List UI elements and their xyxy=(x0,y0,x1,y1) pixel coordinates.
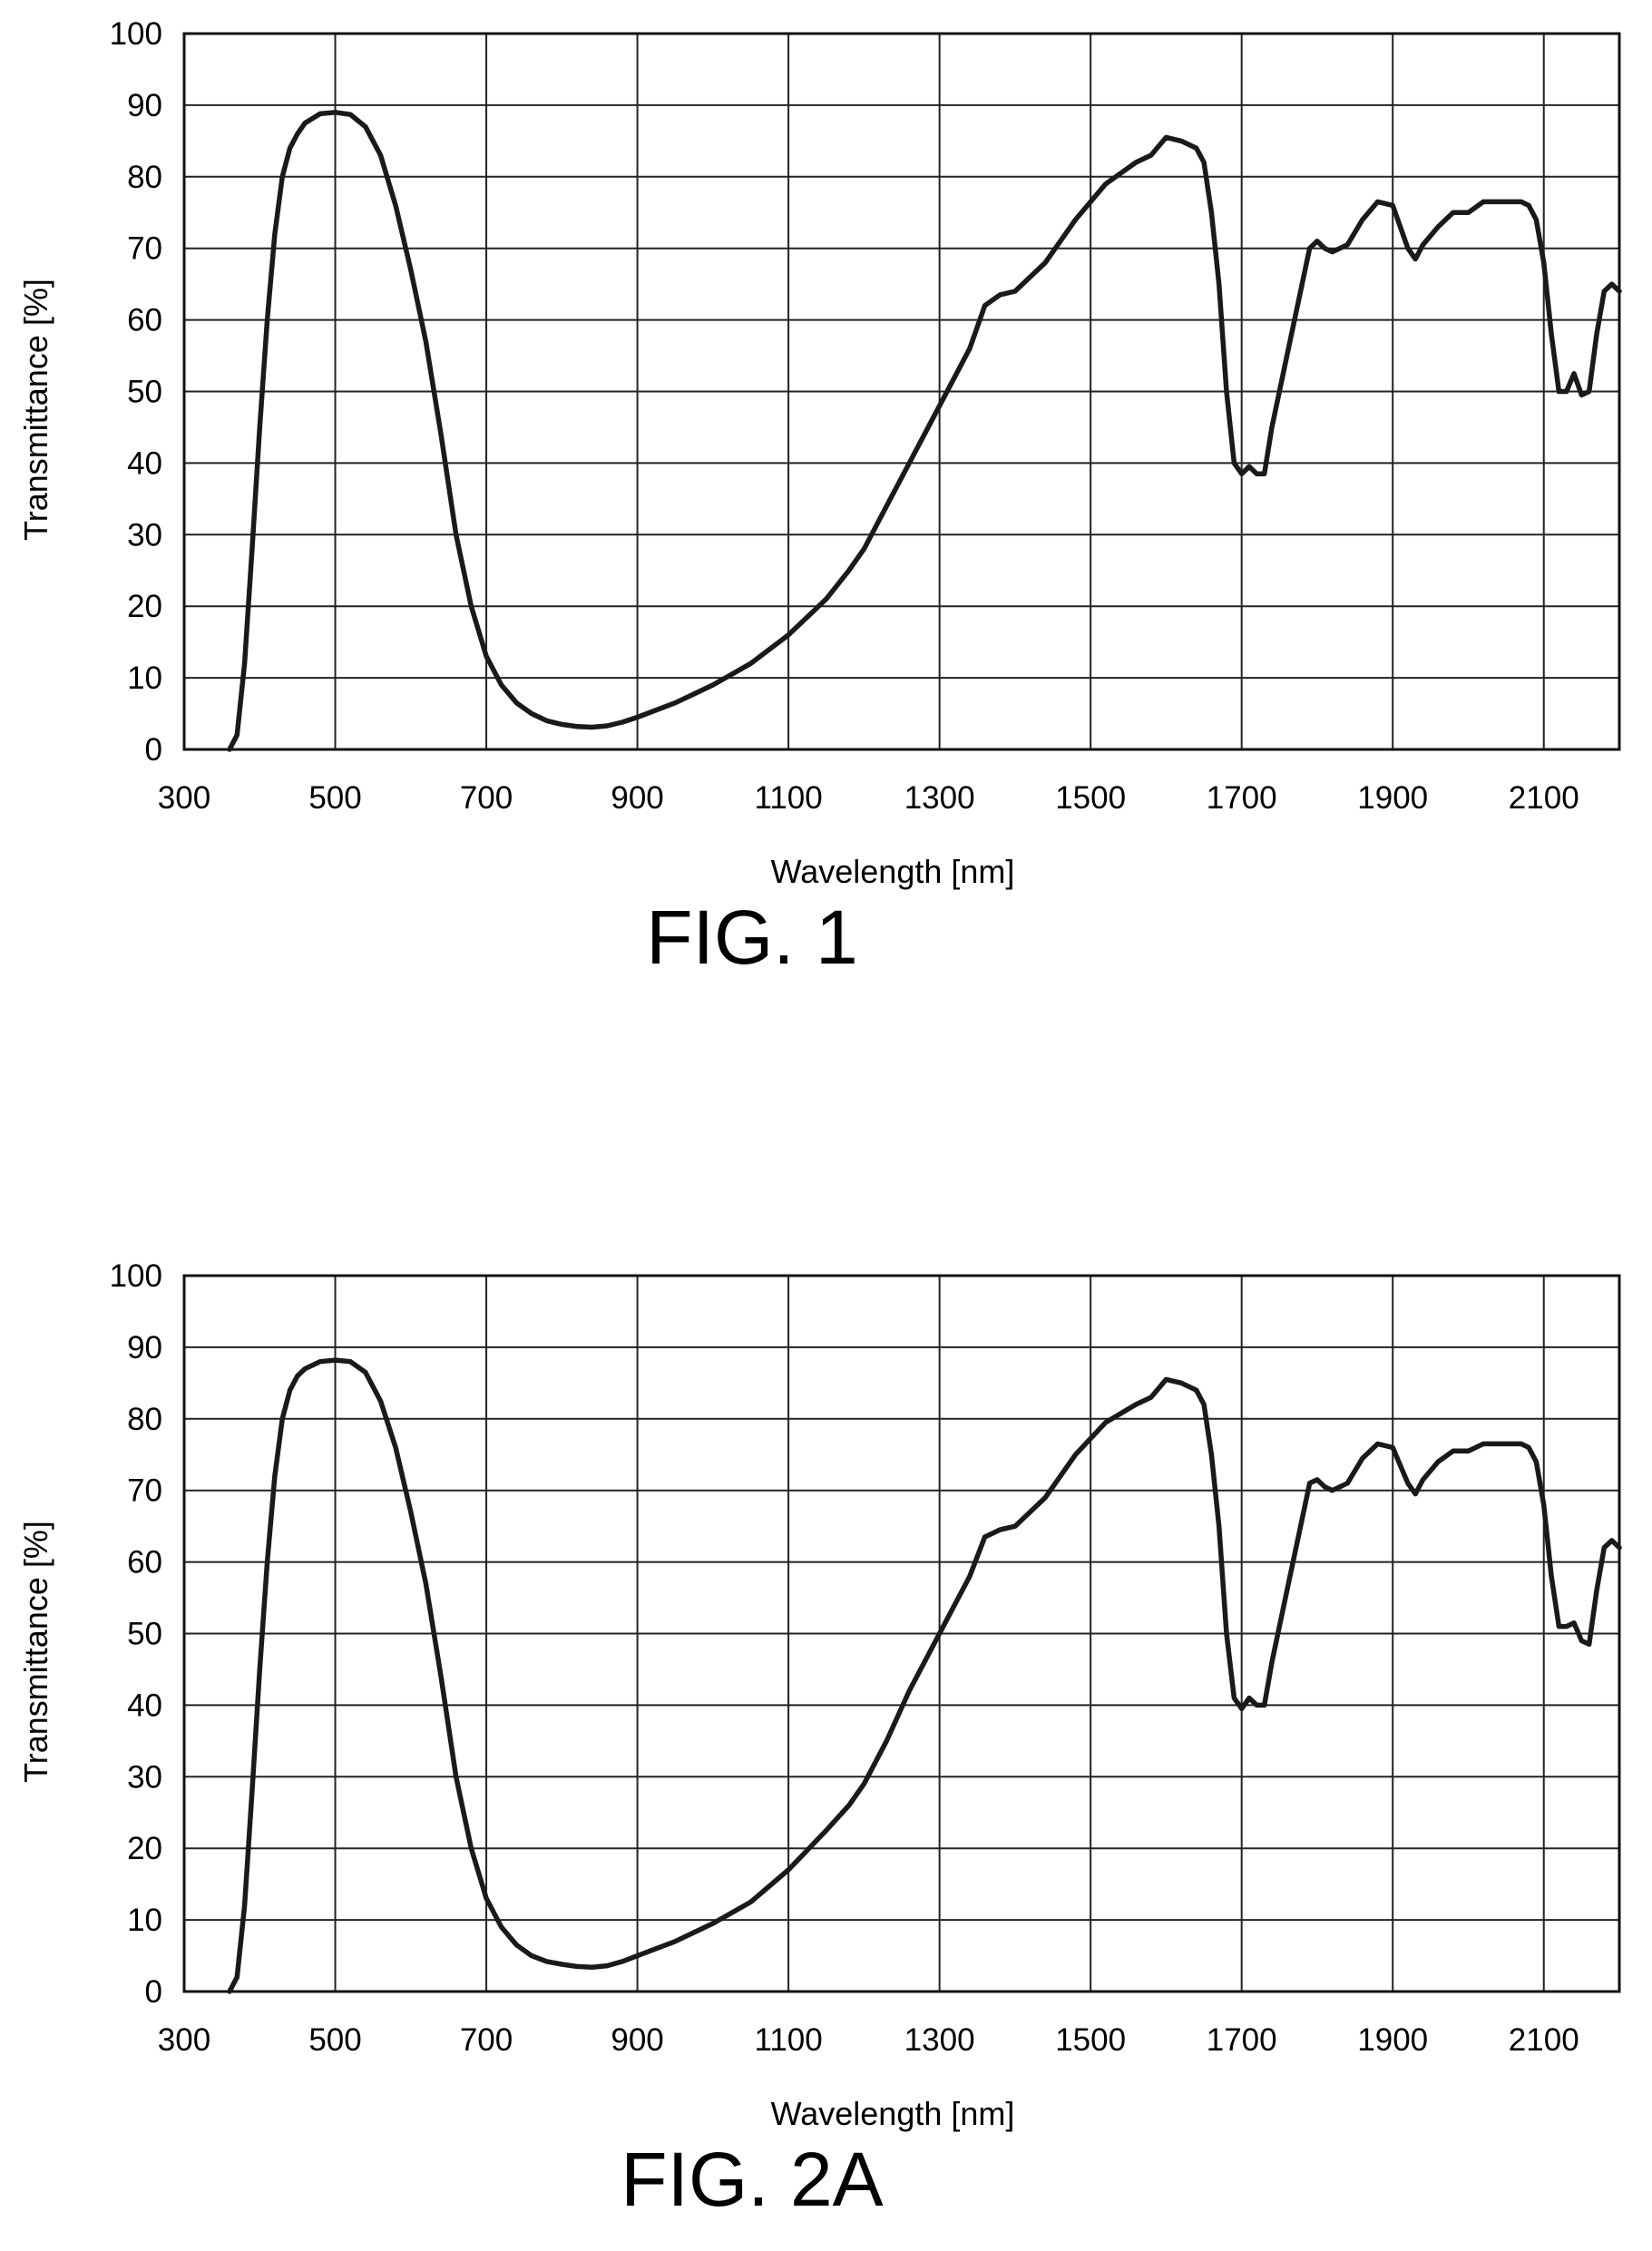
x-axis-label: Wavelength [nm] xyxy=(771,853,1015,890)
y-axis-label: Transmittance [%] xyxy=(17,279,54,541)
x-tick-label: 2100 xyxy=(1509,780,1579,816)
x-tick-label: 1300 xyxy=(904,2022,975,2058)
y-tick-label: 30 xyxy=(127,517,162,553)
y-tick-label: 100 xyxy=(110,1258,162,1294)
x-tick-label: 700 xyxy=(460,780,513,816)
y-tick-label: 20 xyxy=(127,589,162,624)
plot-frame xyxy=(182,32,1621,751)
y-tick-label: 60 xyxy=(127,303,162,338)
chart-2: 0 10 20 30 40 50 60 70 80 90 100 300 500 700 900 1100 13… xyxy=(17,1258,1622,2222)
y-tick-label: 80 xyxy=(127,160,162,195)
x-tick-label: 1700 xyxy=(1207,780,1277,816)
x-tick-label: 300 xyxy=(158,780,210,816)
x-tick-label: 1900 xyxy=(1357,780,1428,816)
y-tick-label: 80 xyxy=(127,1402,162,1437)
y-tick-label: 50 xyxy=(127,375,162,410)
x-tick-label: 1700 xyxy=(1207,2022,1277,2058)
chart-1: 0 10 20 30 40 50 60 70 80 90 100 300 500 700 900 1100 13… xyxy=(17,16,1622,980)
y-tick-label: 40 xyxy=(127,1688,162,1723)
x-tick-label: 500 xyxy=(308,2022,361,2058)
figure-caption: FIG. 2A xyxy=(621,2137,883,2222)
x-tick-label: 1100 xyxy=(754,2022,822,2058)
y-tick-label: 10 xyxy=(127,661,162,696)
x-tick-label: 1500 xyxy=(1055,780,1126,816)
y-tick-label: 70 xyxy=(127,1473,162,1509)
y-tick-label: 10 xyxy=(127,1903,162,1938)
transmittance-series-line xyxy=(227,1357,1622,1994)
x-tick-label: 300 xyxy=(158,2022,210,2058)
x-tick-label: 1900 xyxy=(1357,2022,1428,2058)
y-tick-label: 40 xyxy=(127,445,162,481)
x-tick-label: 500 xyxy=(308,780,361,816)
x-tick-label: 900 xyxy=(611,780,663,816)
x-tick-label: 700 xyxy=(460,2022,513,2058)
y-axis-label: Transmittance [%] xyxy=(17,1521,54,1783)
y-tick-label: 90 xyxy=(127,88,162,123)
x-tick-label: 1300 xyxy=(904,780,975,816)
y-tick-label: 50 xyxy=(127,1617,162,1652)
x-tick-label: 900 xyxy=(611,2022,663,2058)
y-tick-label: 0 xyxy=(145,732,162,768)
figure-caption: FIG. 1 xyxy=(646,895,857,980)
transmittance-series-line xyxy=(227,110,1622,752)
x-tick-label: 1100 xyxy=(754,780,822,816)
y-tick-label: 90 xyxy=(127,1330,162,1365)
x-tick-label: 1500 xyxy=(1055,2022,1126,2058)
x-axis-label: Wavelength [nm] xyxy=(771,2095,1015,2132)
y-tick-label: 20 xyxy=(127,1831,162,1866)
y-tick-label: 70 xyxy=(127,231,162,267)
y-tick-label: 30 xyxy=(127,1759,162,1795)
x-tick-label: 2100 xyxy=(1509,2022,1579,2058)
y-tick-label: 60 xyxy=(127,1545,162,1581)
plot-frame xyxy=(182,1274,1621,1993)
y-tick-label: 0 xyxy=(145,1974,162,2010)
y-tick-label: 100 xyxy=(110,16,162,52)
